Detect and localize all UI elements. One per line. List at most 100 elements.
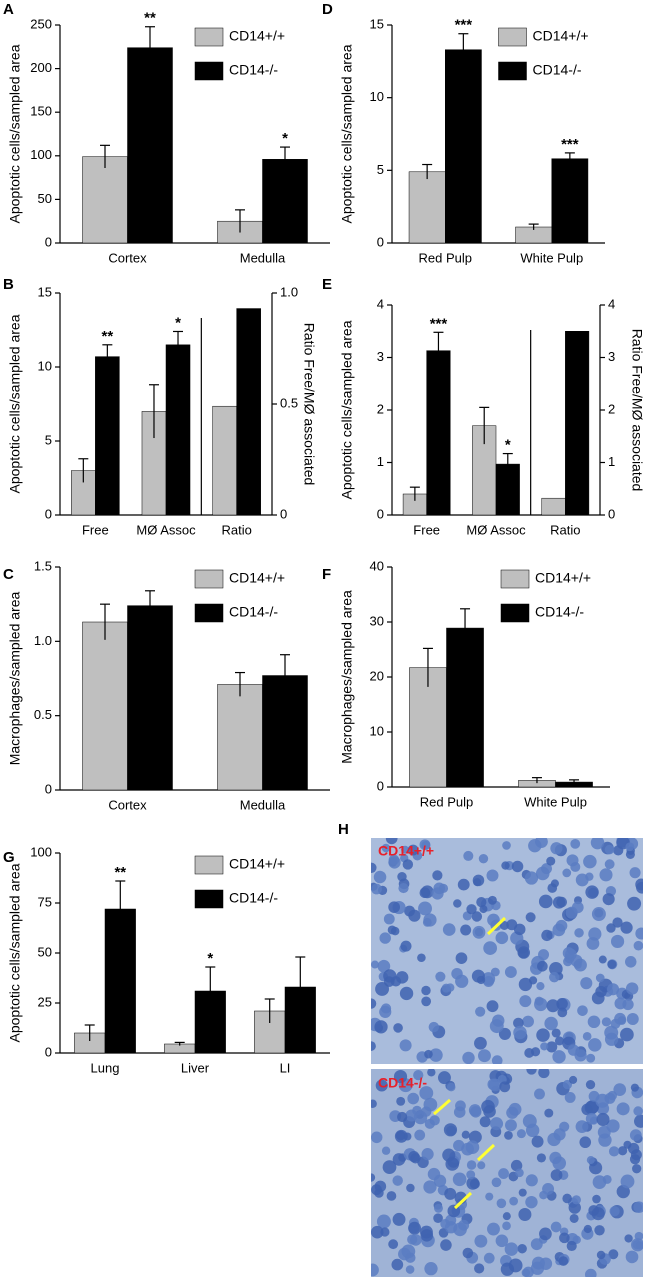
cell <box>392 1212 406 1226</box>
cell <box>371 1131 383 1144</box>
cell <box>431 887 444 900</box>
y-tick-label: 200 <box>30 60 52 75</box>
bar <box>408 171 446 244</box>
cell <box>531 1135 544 1148</box>
cell <box>629 867 641 879</box>
legend-label: CD14-/- <box>535 604 584 620</box>
cell <box>515 1168 524 1178</box>
cell <box>495 1234 509 1248</box>
cell <box>471 911 483 922</box>
cell <box>388 854 400 866</box>
cell <box>479 905 488 914</box>
cell <box>468 1104 482 1117</box>
cell <box>584 1268 597 1277</box>
cell <box>580 977 593 990</box>
cell <box>594 1225 605 1236</box>
cell <box>592 1194 601 1204</box>
cell <box>608 1146 620 1157</box>
cell <box>625 1250 639 1264</box>
cell <box>418 901 432 916</box>
cell <box>429 1048 443 1062</box>
cell <box>499 921 509 930</box>
cell <box>620 1174 635 1189</box>
cell <box>410 1234 422 1246</box>
cell <box>371 1184 382 1196</box>
cell <box>371 960 379 969</box>
cell <box>596 1112 610 1127</box>
y2-tick-label: 4 <box>608 296 615 311</box>
y-axis-label: Macrophages/sampled area <box>7 592 23 766</box>
cell <box>607 959 617 969</box>
y-tick-label: 5 <box>45 432 52 447</box>
cell <box>421 840 431 850</box>
cell <box>453 899 462 908</box>
cell <box>536 982 545 991</box>
cell <box>551 1028 561 1038</box>
cell <box>509 1196 518 1206</box>
cell <box>591 991 605 1005</box>
y-tick-label: 0 <box>377 234 384 249</box>
y2-axis-label: Ratio Free/MØ associated <box>629 329 645 492</box>
x-tick-label: Lung <box>91 1060 120 1075</box>
cell <box>595 1093 610 1108</box>
cell <box>397 872 407 882</box>
cell <box>564 1092 576 1103</box>
cell <box>371 1173 376 1182</box>
cell <box>443 1123 458 1137</box>
x-tick-label: Free <box>413 522 440 537</box>
cell <box>534 1088 545 1100</box>
significance: * <box>282 130 288 147</box>
cell <box>388 901 400 914</box>
cell <box>598 955 607 964</box>
y-tick-label: 10 <box>370 723 384 738</box>
cell <box>614 997 627 1010</box>
y-axis-label: Apoptotic cells/sampled area <box>7 863 23 1042</box>
significance: * <box>505 437 511 454</box>
significance: ** <box>114 864 126 881</box>
y-tick-label: 10 <box>38 358 52 373</box>
cell <box>537 960 548 972</box>
cell <box>445 983 455 992</box>
cell <box>440 1219 451 1229</box>
legend-swatch <box>500 569 530 589</box>
cell <box>468 1130 482 1144</box>
cell <box>423 1097 438 1112</box>
cell <box>586 1053 596 1063</box>
y-tick-label: 3 <box>377 349 384 364</box>
cell <box>525 1195 538 1209</box>
cell <box>612 917 623 928</box>
cell <box>524 871 539 885</box>
cell <box>546 856 556 866</box>
cell <box>414 1129 426 1141</box>
cell <box>397 1111 408 1123</box>
y-axis-label: Apoptotic cells/sampled area <box>339 320 355 499</box>
cell <box>582 1031 592 1041</box>
cell <box>442 923 456 936</box>
cell <box>588 1038 602 1052</box>
cell <box>485 1192 494 1201</box>
cell <box>549 1151 562 1165</box>
micrograph-panel: H CD14+/+ CD14-/- <box>338 821 643 1277</box>
cell <box>562 1193 572 1204</box>
cell <box>632 1164 642 1174</box>
cell <box>627 896 642 911</box>
cell <box>381 843 391 853</box>
legend-swatch <box>194 27 224 47</box>
cell <box>377 959 391 973</box>
cell <box>419 887 431 899</box>
cell <box>589 1116 598 1125</box>
cell <box>549 971 560 983</box>
cell <box>626 1013 639 1026</box>
bar <box>445 49 482 244</box>
cell <box>633 1106 643 1116</box>
y-axis-label: Apoptotic cells/sampled area <box>339 44 355 223</box>
cell <box>496 1198 507 1209</box>
cell <box>606 1119 620 1133</box>
cell <box>393 1023 403 1033</box>
y-tick-label: 100 <box>30 147 52 162</box>
cell <box>413 1069 424 1081</box>
bar <box>127 47 173 244</box>
cell <box>604 844 615 855</box>
cell <box>391 1258 404 1271</box>
